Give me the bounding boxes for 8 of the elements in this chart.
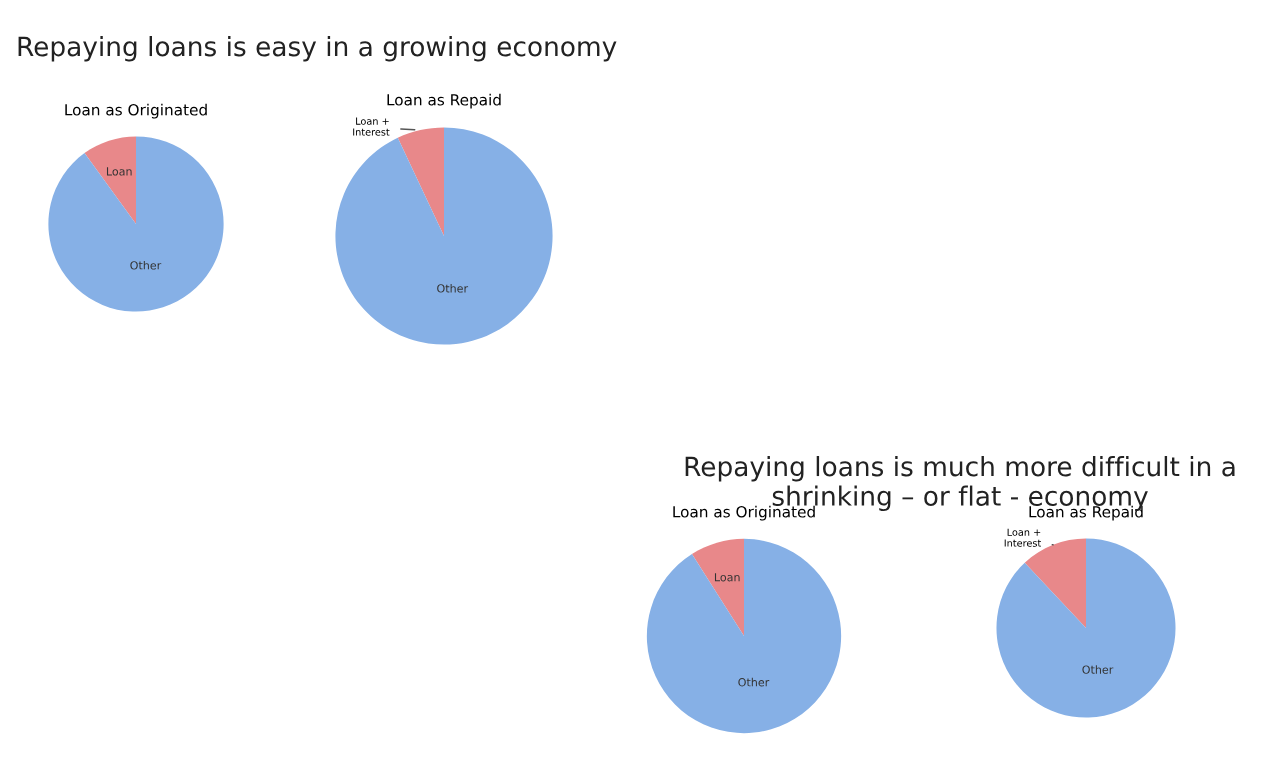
pie-slice bbox=[397, 127, 444, 236]
text: Repaying loans is easy in a growing economy bbox=[18, 36, 617, 62]
pie-slice bbox=[691, 538, 744, 636]
pie-slice bbox=[48, 136, 224, 312]
pie-slice bbox=[646, 538, 842, 734]
pie-slice bbox=[84, 136, 136, 224]
pie-slice bbox=[996, 538, 1176, 718]
pie-slice bbox=[335, 127, 553, 345]
